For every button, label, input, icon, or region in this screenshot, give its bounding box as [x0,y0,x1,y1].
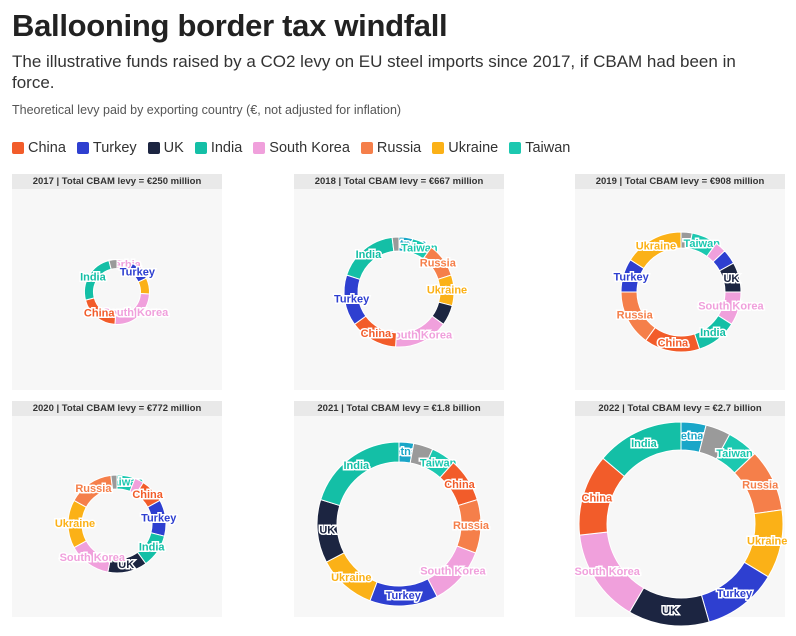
slice-label-2017-turkey: Turkey [120,267,156,279]
legend-item-india: India [194,140,243,156]
legend-label: Taiwan [525,140,571,156]
panel-title: 2017 | Total CBAM levy = €250 million [12,174,222,189]
slice-label-2019-ukraine: Ukraine [636,240,676,252]
slice-label-2018-china: China [361,328,392,340]
slice-label-2017-south-korea: South Korea [103,307,169,319]
slice-label-2021-taiwan: Taiwan [420,457,457,469]
subtitle: The illustrative funds raised by a CO2 l… [12,52,736,92]
slice-label-2020-turkey: Turkey [141,513,177,525]
panel-2020: 2020 | Total CBAM levy = €772 million [12,401,222,617]
slice-label-2022-india: India [631,438,658,450]
slice-label-2017-india: India [80,272,107,284]
slice-label-2021-ukraine: Ukraine [331,572,371,584]
slice-label-2018-south-korea: South Korea [387,329,453,341]
slice-2022-india [602,421,682,478]
legend-item-china: China [12,140,66,156]
panel-2017: 2017 | Total CBAM levy = €250 million [12,174,222,390]
slice-2018-other [391,236,400,252]
slice-label-2022-south-korea: South Korea [574,566,640,578]
slice-label-2022-turkey: Turkey [717,588,753,600]
slice-label-2019-turkey: Turkey [613,271,649,283]
slice-label-2019-south-korea: South Korea [698,300,764,312]
slice-label-2017-china: China [84,308,115,320]
slice-2021-india [320,441,400,507]
slice-label-2020-uk: UK [118,559,134,571]
legend-item-south-korea: South Korea [253,140,350,156]
legend-label: China [28,140,66,156]
legend-swatch [253,142,266,154]
slice-2017-other [108,258,118,270]
legend-item-ukraine: Ukraine [432,140,498,156]
legend-swatch [509,142,522,154]
legend-label: Turkey [92,140,137,156]
slice-label-2019-uk: UK [723,273,739,285]
legend-item-turkey: Turkey [76,140,137,156]
slice-label-2021-turkey: Turkey [386,590,422,602]
slice-label-2021-uk: UK [319,524,335,536]
legend-item-russia: Russia [360,140,422,156]
panel-title: 2018 | Total CBAM levy = €667 million [294,174,504,189]
legend-label: UK [163,140,184,156]
page-title: Ballooning border tax windfall [12,8,448,43]
slice-label-2018-ukraine: Ukraine [427,284,467,296]
panel-title: 2020 | Total CBAM levy = €772 million [12,401,222,416]
legend-label: South Korea [269,140,350,156]
slice-label-2022-china: China [582,492,613,504]
legend: China Turkey UK India South Korea Russia… [12,140,570,156]
legend-swatch [432,142,445,154]
slice-label-2018-india: India [356,249,383,261]
slice-label-2019-russia: Russia [617,310,654,322]
slice-2020-other [110,474,118,490]
panel-title: 2019 | Total CBAM levy = €908 million [575,174,785,189]
slice-label-2020-russia: Russia [75,483,112,495]
slice-label-2020-ukraine: Ukraine [55,518,95,530]
slice-label-2019-china: China [658,337,689,349]
legend-swatch [147,142,160,154]
panel-title: 2021 | Total CBAM levy = €1.8 billion [294,401,504,416]
legend-item-uk: UK [147,140,184,156]
legend-label: Ukraine [448,140,499,156]
legend-swatch [12,142,24,154]
slice-label-2021-south-korea: South Korea [420,566,486,578]
slice-label-2021-china: China [444,479,475,491]
slice-label-2020-india: India [139,542,166,554]
slice-label-2022-ukraine: Ukraine [747,536,787,548]
slice-label-2018-russia: Russia [420,258,457,270]
legend-item-taiwan: Taiwan [509,140,570,156]
chart-note: Theoretical levy paid by exporting count… [12,103,402,117]
slice-2019-ukraine [629,231,682,270]
slice-label-2018-turkey: Turkey [334,293,370,305]
slice-label-2021-india: India [343,460,370,472]
legend-swatch [194,142,207,154]
legend-label: Russia [376,140,422,156]
legend-swatch [360,142,373,154]
legend-label: India [210,140,243,156]
panel-2019: 2019 | Total CBAM levy = €908 million [575,174,785,390]
slice-label-2022-russia: Russia [742,480,779,492]
slice-label-2019-taiwan: Taiwan [683,238,720,250]
slice-label-2022-uk: UK [662,605,678,617]
slice-label-2021-russia: Russia [453,520,490,532]
slice-label-2020-south-korea: South Korea [60,552,126,564]
panel-title: 2022 | Total CBAM levy = €2.7 billion [575,401,785,416]
slice-label-2020-china: China [132,489,163,501]
slice-label-2022-taiwan: Taiwan [716,448,753,460]
panel-2018: 2018 | Total CBAM levy = €667 million [294,174,504,390]
slice-label-2019-india: India [700,327,727,339]
legend-swatch [76,142,89,154]
